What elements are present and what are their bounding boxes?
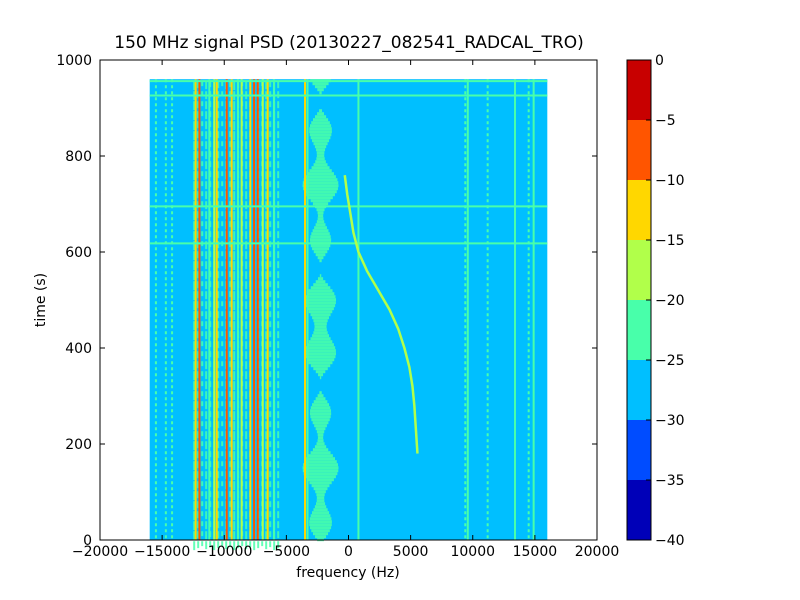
colorbar: −40 −35 −30 −25 −20 −15 −10 −5 0 [626,53,685,549]
x-axis: −20000 −15000 −10000 −5000 0 5000 10000 15000 20… [72,60,619,560]
y-tick-label: 800 [65,149,92,165]
x-tick-label: −5000 [263,544,310,560]
y-tick-label: 200 [65,437,92,453]
colorbar-tick-label: −15 [655,233,685,249]
colorbar-swatch [627,60,651,120]
x-tick-label: −15000 [134,544,190,560]
colorbar-swatch [627,420,651,480]
y-axis-label: time (s) [33,273,49,327]
colorbar-swatch [627,180,651,240]
colorbar-swatch [627,300,651,360]
sweep-trace [343,175,419,454]
x-axis-label: frequency (Hz) [296,565,399,581]
chart-title: 150 MHz signal PSD (20130227_082541_RADC… [114,33,583,53]
y-tick-label: 400 [65,341,92,357]
x-tick-label: 20000 [575,544,620,560]
colorbar-tick-label: −30 [655,413,685,429]
colorbar-tick-label: −5 [655,113,676,129]
colorbar-tick-label: 0 [655,53,664,69]
colorbar-tick-label: −20 [655,293,685,309]
colorbar-tick-label: −35 [655,473,685,489]
y-tick-label: 0 [83,533,92,549]
x-tick-label: −10000 [196,544,252,560]
y-tick-label: 600 [65,245,92,261]
colorbar-swatch [627,120,651,180]
x-tick-label: 10000 [450,544,495,560]
colorbar-swatch [627,480,651,540]
x-tick-label: 15000 [513,544,558,560]
colorbar-tick-label: −40 [655,533,685,549]
colorbar-tick-label: −10 [655,173,685,189]
x-tick-label: 5000 [393,544,429,560]
broadband-region [302,79,339,542]
y-tick-label: 1000 [56,53,92,69]
y-axis: 0 200 400 600 800 1000 [56,53,597,549]
x-tick-label: −20000 [72,544,128,560]
colorbar-tick-label: −25 [655,353,685,369]
colorbar-swatch [627,240,651,300]
colorbar-swatch [627,360,651,420]
x-tick-label: 0 [344,544,353,560]
spectrogram-plot-area [149,79,548,551]
